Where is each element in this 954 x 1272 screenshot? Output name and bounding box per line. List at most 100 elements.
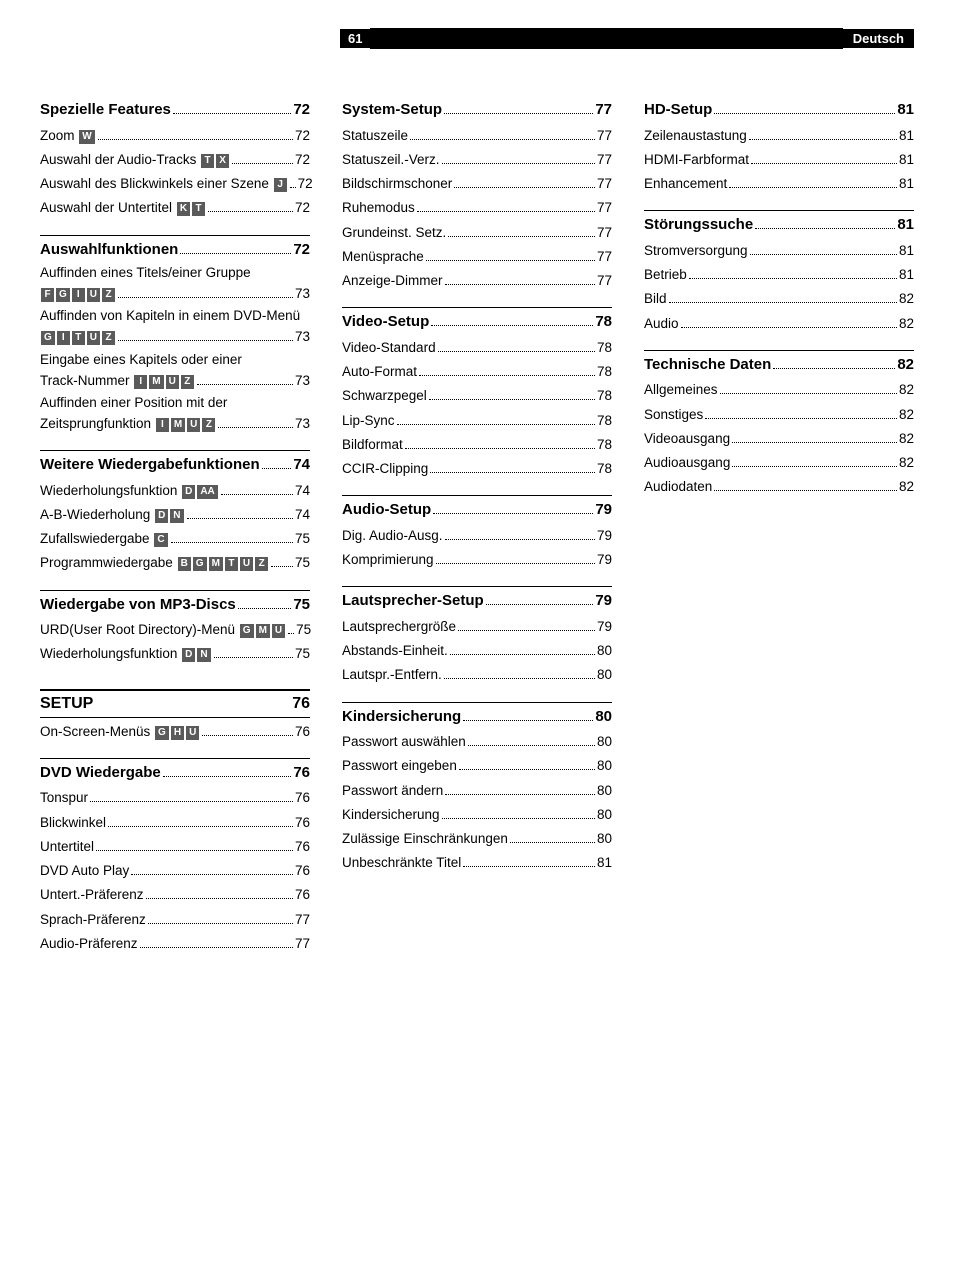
toc-page: 81	[899, 241, 914, 261]
toc-label: CCIR-Clipping	[342, 459, 428, 479]
toc-leader	[288, 633, 294, 634]
toc-leader	[410, 139, 595, 140]
toc-label: Auswahlfunktionen	[40, 239, 178, 262]
toc-label: Wiederholungsfunktion DN	[40, 644, 212, 664]
key-icon: G	[193, 557, 207, 571]
toc-leader	[431, 325, 593, 326]
toc-label: Untert.-Präferenz	[40, 885, 144, 905]
toc-leader	[173, 113, 291, 114]
toc-entry: Untertitel76	[40, 837, 310, 857]
toc-page: 75	[295, 529, 310, 549]
toc-entry: Auswahl der Untertitel KT72	[40, 198, 310, 218]
toc-leader	[397, 424, 595, 425]
toc-entry: Allgemeines82	[644, 380, 914, 400]
toc-text: Menüsprache	[342, 249, 424, 264]
toc-label: Sprach-Präferenz	[40, 910, 146, 930]
toc-text: Programmwiedergabe	[40, 555, 177, 570]
toc-label: Ruhemodus	[342, 198, 415, 218]
toc-leader	[202, 735, 293, 736]
key-icon: C	[154, 533, 167, 547]
toc-entry-multiline: Auffinden eines Titels/einer GruppeFGIUZ…	[40, 265, 310, 304]
toc-page: 82	[899, 289, 914, 309]
toc-page: 80	[597, 756, 612, 776]
toc-label: Sonstiges	[644, 405, 703, 425]
toc-page: 79	[597, 526, 612, 546]
setup-label: SETUP	[40, 695, 93, 713]
toc-page: 82	[899, 453, 914, 473]
toc-page: 80	[597, 665, 612, 685]
toc-page: 76	[295, 885, 310, 905]
toc-leader	[445, 284, 595, 285]
toc-label: Kindersicherung	[342, 706, 461, 729]
toc-entry: Bild 82	[644, 289, 914, 309]
toc-entry: Audiodaten82	[644, 477, 914, 497]
toc-text: URD(User Root Directory)-Menü	[40, 622, 239, 637]
toc-leader	[714, 113, 895, 114]
toc-entry: Sonstiges82	[644, 405, 914, 425]
toc-label: Zufallswiedergabe C	[40, 529, 169, 549]
toc-label: Lautspr.-Entfern.	[342, 665, 442, 685]
toc-leader	[218, 427, 293, 428]
toc-text: Betrieb	[644, 267, 687, 282]
key-icon: F	[41, 288, 54, 302]
key-icon: Z	[102, 288, 115, 302]
key-icon: I	[134, 375, 147, 389]
toc-label: Grundeinst. Setz.	[342, 223, 446, 243]
toc-text: CCIR-Clipping	[342, 461, 428, 476]
toc-leader	[436, 563, 595, 564]
toc-page: 75	[293, 594, 310, 617]
toc-label: Lip-Sync	[342, 411, 395, 431]
toc-text: Statuszeil.-Verz.	[342, 152, 440, 167]
toc-page: 77	[597, 271, 612, 291]
toc-text: Anzeige-Dimmer	[342, 273, 443, 288]
toc-leader	[755, 228, 895, 229]
toc-label: Passwort auswählen	[342, 732, 466, 752]
toc-entry: Bildformat78	[342, 435, 612, 455]
toc-label: HDMI-Farbformat	[644, 150, 749, 170]
toc-label: Passwort ändern	[342, 781, 443, 801]
toc-entry: Abstands-Einheit.80	[342, 641, 612, 661]
toc-text: Dig. Audio-Ausg.	[342, 528, 443, 543]
language-label: Deutsch	[843, 29, 914, 48]
toc-entry: Lautspr.-Entfern. 80	[342, 665, 612, 685]
toc-label: URD(User Root Directory)-Menü GMU	[40, 620, 286, 640]
toc-label: Auto-Format	[342, 362, 417, 382]
toc-leader	[732, 442, 897, 443]
setup-page: 76	[292, 695, 310, 713]
toc-entry: Schwarzpegel78	[342, 386, 612, 406]
toc-section-head: Störungssuche 81	[644, 210, 914, 237]
toc-entry: Auto-Format78	[342, 362, 612, 382]
toc-entry: Auswahl des Blickwinkels einer Szene J72	[40, 174, 310, 194]
toc-page: 79	[595, 590, 612, 613]
toc-label: Audioausgang	[644, 453, 730, 473]
toc-section-head: System-Setup 77	[342, 99, 612, 122]
toc-label: Kindersicherung	[342, 805, 440, 825]
toc-label: Bildschirmschoner	[342, 174, 452, 194]
toc-entry: Passwort ändern80	[342, 781, 612, 801]
toc-leader	[271, 566, 293, 567]
toc-section-head: HD-Setup 81	[644, 99, 914, 122]
toc-text: HDMI-Farbformat	[644, 152, 749, 167]
key-icon: K	[177, 202, 190, 216]
toc-text: Zeilenaustastung	[644, 128, 747, 143]
toc-leader	[749, 139, 897, 140]
toc-label: Programmwiedergabe BGMTUZ	[40, 553, 269, 573]
key-icon: I	[156, 418, 169, 432]
toc-entry: Passwort eingeben80	[342, 756, 612, 776]
toc-leader	[238, 608, 292, 609]
toc-section-head: Weitere Wiedergabefunktionen 74	[40, 450, 310, 477]
toc-entry: Stromversorgung81	[644, 241, 914, 261]
toc-label: On-Screen-Menüs GHU	[40, 722, 200, 742]
toc-text: Audio	[644, 316, 679, 331]
toc-text: Bild	[644, 291, 667, 306]
toc-leader	[140, 947, 293, 948]
toc-leader	[714, 490, 897, 491]
key-icon: Z	[102, 331, 115, 345]
toc-page: 78	[597, 338, 612, 358]
toc-entry: Sprach-Präferenz77	[40, 910, 310, 930]
toc-entry-multiline: Auffinden von Kapiteln in einem DVD-Menü…	[40, 308, 310, 347]
toc-label: DVD Auto Play	[40, 861, 129, 881]
toc-leader	[208, 211, 293, 212]
toc-page: 72	[295, 198, 310, 218]
toc-leader	[445, 794, 595, 795]
